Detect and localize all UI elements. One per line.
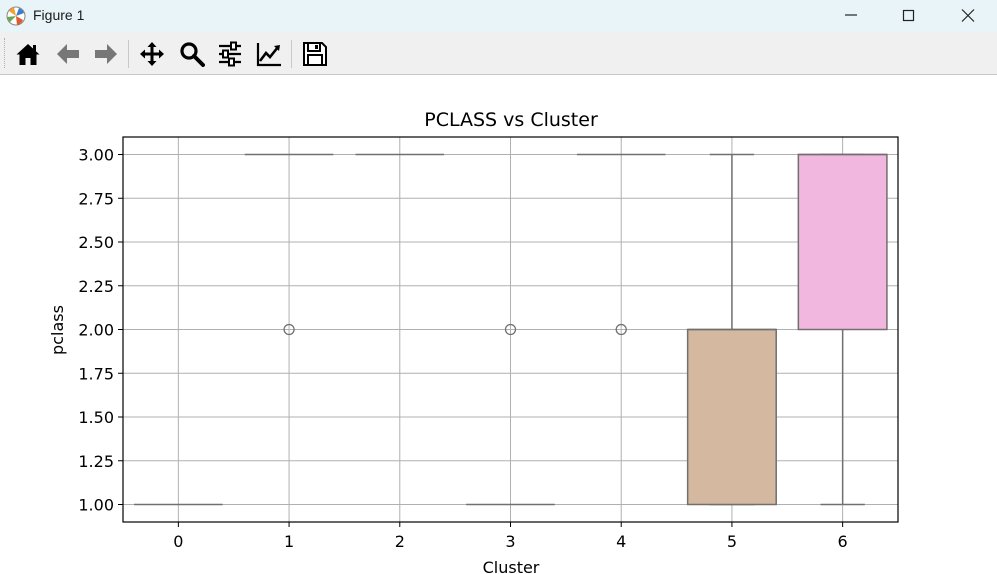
box-outlier-point bbox=[615, 323, 627, 336]
y-tick-label: 1.75 bbox=[78, 364, 114, 383]
y-tick-label: 2.00 bbox=[78, 321, 114, 340]
subplots-button[interactable] bbox=[214, 38, 246, 70]
boxes bbox=[134, 153, 888, 506]
sliders-icon bbox=[219, 41, 241, 67]
x-tick-label: 0 bbox=[173, 532, 183, 551]
box-cluster-6 bbox=[797, 153, 888, 506]
maximize-icon bbox=[902, 9, 915, 22]
y-tick-label: 1.50 bbox=[78, 408, 114, 427]
y-tick-label: 2.75 bbox=[78, 189, 114, 208]
toolbar-separator bbox=[291, 40, 292, 68]
box-cluster-4 bbox=[576, 153, 666, 336]
toolbar-separator bbox=[128, 40, 129, 68]
customize-button[interactable] bbox=[253, 38, 285, 70]
back-button[interactable] bbox=[52, 38, 84, 70]
maximize-button[interactable] bbox=[886, 0, 932, 32]
magnifier-icon bbox=[180, 42, 205, 67]
x-tick-label: 5 bbox=[727, 532, 737, 551]
x-tick-label: 6 bbox=[838, 532, 848, 551]
title-bar: Figure 1 bbox=[0, 0, 997, 32]
home-button[interactable] bbox=[12, 38, 44, 70]
chart-title: PCLASS vs Cluster bbox=[424, 109, 598, 131]
save-button[interactable] bbox=[299, 38, 331, 70]
zoom-button[interactable] bbox=[176, 38, 208, 70]
box-body bbox=[797, 153, 888, 331]
toolbar-grip bbox=[4, 38, 6, 68]
matplotlib-logo-icon bbox=[6, 6, 26, 26]
pan-button[interactable] bbox=[136, 38, 168, 70]
arrow-right-icon bbox=[95, 44, 117, 64]
box-outlier-point bbox=[504, 323, 517, 336]
navigation-toolbar bbox=[0, 32, 997, 75]
y-tick-label: 1.25 bbox=[78, 452, 114, 471]
window-title: Figure 1 bbox=[33, 7, 85, 23]
x-tick-label: 4 bbox=[616, 532, 626, 551]
chart-line-icon bbox=[256, 43, 281, 67]
y-axis-label: pclass bbox=[48, 305, 67, 355]
y-axis-ticks: 1.00 1.25 1.50 1.75 2.00 2.25 2.50 2.75 3.00 bbox=[78, 146, 123, 515]
x-axis-ticks: 0 1 2 3 4 5 6 bbox=[173, 522, 848, 551]
y-tick-label: 2.50 bbox=[78, 233, 114, 252]
y-tick-label: 2.25 bbox=[78, 277, 114, 296]
box-cluster-5 bbox=[686, 153, 777, 506]
arrow-left-icon bbox=[57, 44, 79, 64]
x-tick-label: 1 bbox=[284, 532, 294, 551]
grid-lines bbox=[123, 137, 898, 522]
y-tick-label: 3.00 bbox=[78, 146, 114, 165]
move-icon bbox=[140, 42, 164, 66]
box-outlier-point bbox=[283, 323, 295, 336]
minimize-button[interactable] bbox=[828, 0, 874, 32]
box-cluster-3 bbox=[466, 323, 555, 506]
floppy-disk-icon bbox=[303, 42, 327, 66]
close-icon bbox=[961, 9, 975, 22]
close-button[interactable] bbox=[945, 0, 991, 32]
minimize-icon bbox=[845, 14, 857, 16]
home-icon bbox=[16, 44, 40, 65]
x-axis-label: Cluster bbox=[483, 558, 540, 574]
box-cluster-1 bbox=[244, 153, 334, 336]
box-body bbox=[686, 328, 777, 506]
box-plot-chart: PCLASS vs Cluster 1.00 1.25 1.50 1.75 2.00 2.… bbox=[48, 109, 899, 574]
x-tick-label: 3 bbox=[505, 532, 515, 551]
x-tick-label: 2 bbox=[395, 532, 405, 551]
forward-button[interactable] bbox=[90, 38, 122, 70]
y-tick-label: 1.00 bbox=[78, 496, 114, 515]
